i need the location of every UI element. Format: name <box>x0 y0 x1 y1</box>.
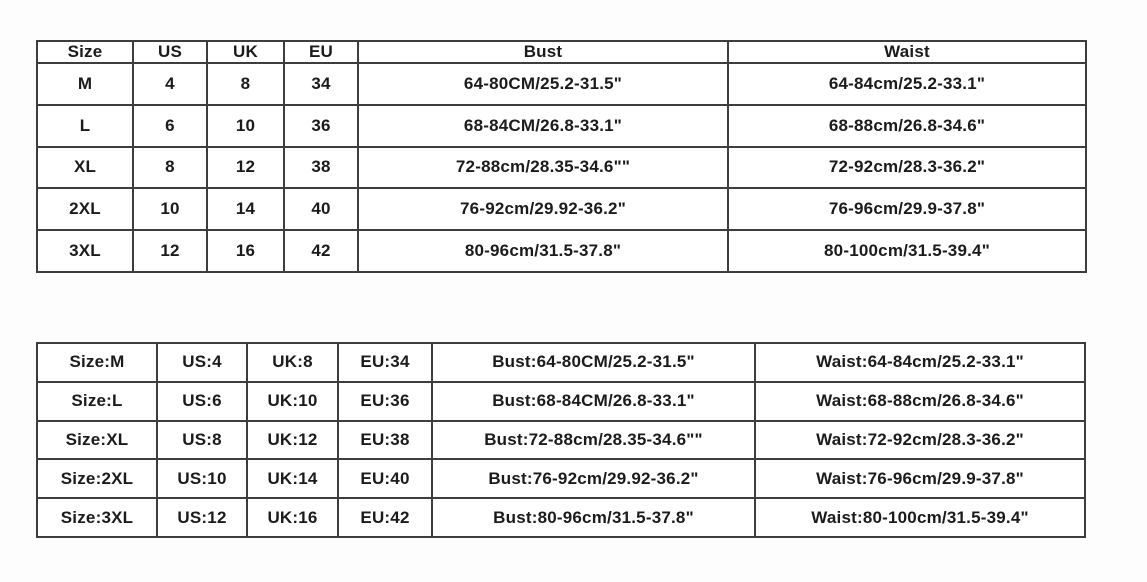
table-cell: Bust:80-96cm/31.5-37.8" <box>431 497 756 538</box>
table-cell: Waist:80-100cm/31.5-39.4" <box>754 497 1086 538</box>
table-cell: Waist:68-88cm/26.8-34.6" <box>754 380 1086 422</box>
header-row: Size US UK EU Bust Waist <box>36 40 1087 64</box>
table-row: L 6 10 36 68-84CM/26.8-33.1" 68-88cm/26.8-34.… <box>36 103 1087 148</box>
table-cell: 64-84cm/25.2-33.1" <box>727 62 1087 106</box>
table-cell: 12 <box>206 145 285 190</box>
table-cell: 40 <box>283 187 359 232</box>
table-cell: UK:14 <box>246 458 339 500</box>
table-cell: 3XL <box>36 229 134 273</box>
column-header-eu: EU <box>283 40 359 64</box>
table-cell: EU:34 <box>337 342 433 383</box>
table-row: 3XL 12 16 42 80-96cm/31.5-37.8" 80-100cm/31.5… <box>36 229 1087 273</box>
table-row: XL 8 12 38 72-88cm/28.35-34.6"" 72-92cm/28.3-… <box>36 145 1087 190</box>
table-row: M 4 8 34 64-80CM/25.2-31.5" 64-84cm/25.2-33.1… <box>36 62 1087 106</box>
table-cell: US:6 <box>156 380 248 422</box>
table-cell: 80-100cm/31.5-39.4" <box>727 229 1087 273</box>
table-cell: Waist:72-92cm/28.3-36.2" <box>754 419 1086 461</box>
table-cell: Size:L <box>36 380 158 422</box>
table-cell: 36 <box>283 103 359 148</box>
table-cell: 8 <box>206 62 285 106</box>
table-row: 2XL 10 14 40 76-92cm/29.92-36.2" 76-96cm/29.9… <box>36 187 1087 232</box>
table-cell: 14 <box>206 187 285 232</box>
table-cell: Bust:68-84CM/26.8-33.1" <box>431 380 756 422</box>
table-cell: 68-88cm/26.8-34.6" <box>727 103 1087 148</box>
table-cell: 42 <box>283 229 359 273</box>
table-cell: 10 <box>132 187 208 232</box>
column-header-size: Size <box>36 40 134 64</box>
table-row: Size:XL US:8 UK:12 EU:38 Bust:72-88cm/28.35-… <box>36 419 1086 461</box>
table-cell: 38 <box>283 145 359 190</box>
table-cell: L <box>36 103 134 148</box>
table-cell: 2XL <box>36 187 134 232</box>
table-cell: Size:M <box>36 342 158 383</box>
table-cell: 80-96cm/31.5-37.8" <box>357 229 729 273</box>
table-cell: UK:12 <box>246 419 339 461</box>
column-header-waist: Waist <box>727 40 1087 64</box>
table-cell: 76-96cm/29.9-37.8" <box>727 187 1087 232</box>
column-header-bust: Bust <box>357 40 729 64</box>
table-cell: UK:16 <box>246 497 339 538</box>
column-header-uk: UK <box>206 40 285 64</box>
table-cell: Bust:72-88cm/28.35-34.6"" <box>431 419 756 461</box>
table-cell: 34 <box>283 62 359 106</box>
table-cell: EU:42 <box>337 497 433 538</box>
table-cell: UK:8 <box>246 342 339 383</box>
table-cell: US:4 <box>156 342 248 383</box>
table-cell: Waist:64-84cm/25.2-33.1" <box>754 342 1086 383</box>
table-cell: UK:10 <box>246 380 339 422</box>
size-chart-table-labeled-header: Size US UK EU Bust Waist M 4 8 34 64-80CM/25.2-31… <box>36 40 1087 273</box>
table-cell: Waist:76-96cm/29.9-37.8" <box>754 458 1086 500</box>
table-cell: 12 <box>132 229 208 273</box>
table-cell: M <box>36 62 134 106</box>
table-cell: EU:38 <box>337 419 433 461</box>
table-cell: EU:36 <box>337 380 433 422</box>
table-cell: 72-92cm/28.3-36.2" <box>727 145 1087 190</box>
table-cell: Bust:64-80CM/25.2-31.5" <box>431 342 756 383</box>
table-row: Size:3XL US:12 UK:16 EU:42 Bust:80-96cm/31.5… <box>36 497 1086 538</box>
table-cell: Size:2XL <box>36 458 158 500</box>
table-row: Size:L US:6 UK:10 EU:36 Bust:68-84CM/26.8-33… <box>36 380 1086 422</box>
table-cell: 16 <box>206 229 285 273</box>
table-cell: US:8 <box>156 419 248 461</box>
table-cell: Size:XL <box>36 419 158 461</box>
table-cell: 4 <box>132 62 208 106</box>
table-cell: Size:3XL <box>36 497 158 538</box>
table-row: Size:M US:4 UK:8 EU:34 Bust:64-80CM/25.2-31.… <box>36 342 1086 383</box>
size-chart-table-inline-labels: Size:M US:4 UK:8 EU:34 Bust:64-80CM/25.2-31.… <box>36 342 1086 538</box>
table-cell: 10 <box>206 103 285 148</box>
table-cell: EU:40 <box>337 458 433 500</box>
table-cell: Bust:76-92cm/29.92-36.2" <box>431 458 756 500</box>
table-cell: US:12 <box>156 497 248 538</box>
table-cell: 72-88cm/28.35-34.6"" <box>357 145 729 190</box>
table-cell: 64-80CM/25.2-31.5" <box>357 62 729 106</box>
table-row: Size:2XL US:10 UK:14 EU:40 Bust:76-92cm/29.9… <box>36 458 1086 500</box>
table-cell: 76-92cm/29.92-36.2" <box>357 187 729 232</box>
column-header-us: US <box>132 40 208 64</box>
table-cell: XL <box>36 145 134 190</box>
table-cell: 68-84CM/26.8-33.1" <box>357 103 729 148</box>
table-cell: US:10 <box>156 458 248 500</box>
table-cell: 6 <box>132 103 208 148</box>
table-cell: 8 <box>132 145 208 190</box>
